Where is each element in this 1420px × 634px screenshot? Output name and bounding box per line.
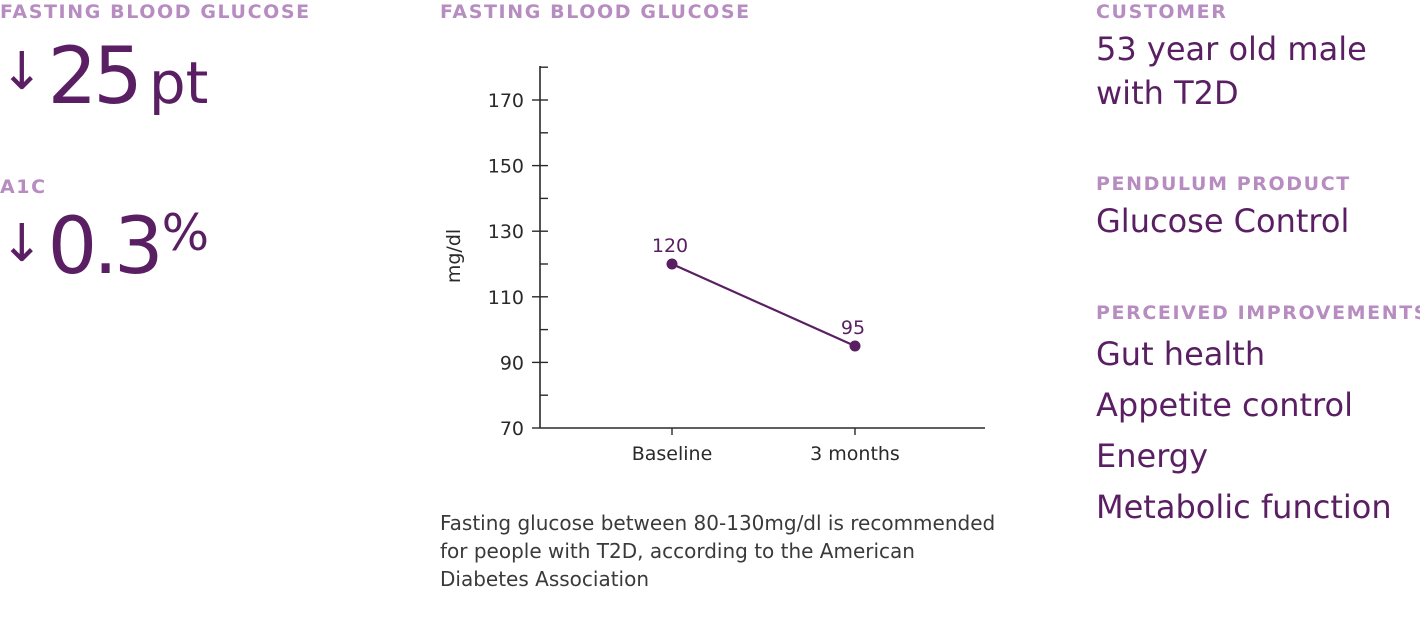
x-tick-label: Baseline: [632, 443, 713, 465]
glucose-stat-value: 25: [47, 32, 143, 122]
product-label: PENDULUM PRODUCT: [1096, 173, 1351, 195]
y-tick-label: 90: [500, 352, 524, 374]
improvements-label: PERCEIVED IMPROVEMENTS: [1096, 302, 1420, 324]
a1c-stat-value: 0.3: [47, 202, 164, 292]
y-tick-label: 130: [488, 221, 524, 243]
y-tick-label: 170: [488, 90, 524, 112]
customer-line-1: 53 year old male: [1096, 30, 1367, 68]
data-point: [849, 340, 861, 352]
customer-line-2: with T2D: [1096, 74, 1239, 112]
data-label: 120: [652, 235, 688, 257]
improvement-item: Metabolic function: [1096, 488, 1392, 526]
chart-footnote: Fasting glucose between 80-130mg/dl is r…: [440, 511, 996, 591]
product-value: Glucose Control: [1096, 202, 1350, 240]
y-tick-label: 150: [488, 156, 524, 178]
a1c-stat: ↓0.3%: [0, 208, 209, 286]
improvement-item: Gut health: [1096, 335, 1266, 373]
down-arrow-icon: ↓: [0, 214, 44, 274]
x-tick-label: 3 months: [810, 443, 900, 465]
y-tick-label: 110: [488, 287, 524, 309]
y-tick-label: 70: [500, 418, 524, 440]
glucose-stat-unit: pt: [148, 49, 209, 117]
customer-label: CUSTOMER: [1096, 1, 1228, 23]
chart-title: FASTING BLOOD GLUCOSE: [440, 1, 751, 23]
down-arrow-icon: ↓: [0, 42, 44, 102]
y-axis-label: mg/dl: [443, 229, 465, 283]
glucose-stat: ↓25 pt: [0, 38, 208, 116]
glucose-stat-label: FASTING BLOOD GLUCOSE: [0, 1, 311, 23]
data-label: 95: [841, 317, 865, 339]
data-point: [666, 258, 678, 270]
improvement-item: Appetite control: [1096, 386, 1353, 424]
improvement-item: Energy: [1096, 437, 1209, 475]
a1c-stat-label: A1C: [0, 176, 47, 198]
a1c-stat-unit: %: [161, 204, 210, 262]
series-line: [671, 262, 856, 348]
